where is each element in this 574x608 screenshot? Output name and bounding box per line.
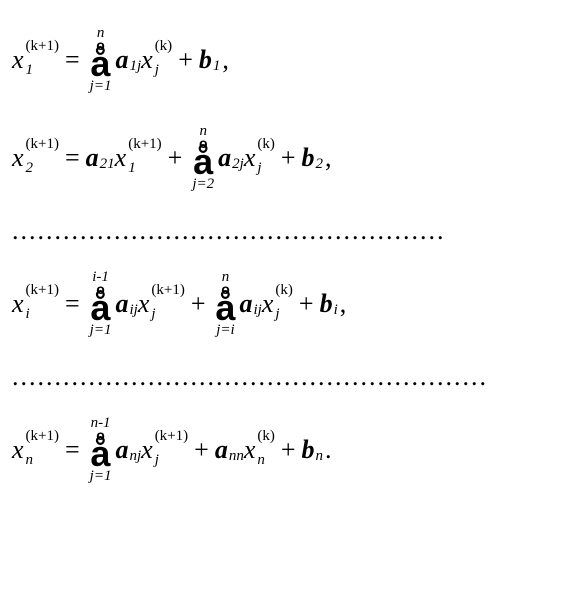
coef-ann: a nn: [215, 437, 244, 463]
const-bi: b i: [320, 291, 338, 317]
ellipsis-row-2: ........................................…: [12, 362, 562, 392]
plus: +: [178, 47, 193, 73]
var-x: x: [12, 47, 24, 73]
lhs-xn: x (k+1) n: [12, 435, 59, 465]
equation-block: x (k+1) 1 = n o å j=1 a 1j x (k) j + b: [12, 20, 562, 490]
equation-1: x (k+1) 1 = n o å j=1 a 1j x (k) j + b: [12, 20, 562, 100]
coef-aij-B: a ij: [240, 291, 262, 317]
sum-symbol: n-1 o å j=1: [90, 416, 112, 485]
sum-symbol-B: n o å j=i: [215, 270, 235, 339]
coef-aij-A: a ij: [115, 291, 137, 317]
sum-symbol: n o å j=2: [192, 124, 214, 193]
coef-anj: a nj: [115, 437, 141, 463]
ellipsis-row-1: ........................................…: [12, 216, 562, 246]
var-x1: x (k+1) 1: [115, 143, 162, 173]
sum-symbol-A: i-1 o å j=1: [90, 270, 112, 339]
var-xj: x (k) j: [141, 45, 172, 75]
const-bn: b n: [302, 437, 324, 463]
var-xn: x (k) n: [244, 435, 275, 465]
coef-a21: a 21: [86, 145, 115, 171]
equation-4: x (k+1) n = n-1 o å j=1 a nj x (k+1) j +…: [12, 410, 562, 490]
equation-3: x (k+1) i = i-1 o å j=1 a ij x (k+1) j +…: [12, 264, 562, 344]
const-b2: b 2: [302, 145, 324, 171]
var-xj-B: x (k) j: [262, 289, 293, 319]
const-b: b 1: [199, 47, 221, 73]
lhs-x1: x (k+1) 1: [12, 45, 59, 75]
lhs-x2: x (k+1) 2: [12, 143, 59, 173]
lhs-xi: x (k+1) i: [12, 289, 59, 319]
var-xj-A: x (k+1) j: [138, 289, 185, 319]
var-xj: x (k+1) j: [141, 435, 188, 465]
equals: =: [65, 47, 80, 73]
equation-2: x (k+1) 2 = a 21 x (k+1) 1 + n o å j=2 a: [12, 118, 562, 198]
sum-symbol: n o å j=1: [90, 26, 112, 95]
var-xj: x (k) j: [244, 143, 275, 173]
coef-a2j: a 2j: [218, 145, 244, 171]
coef-a: a 1j: [115, 47, 141, 73]
